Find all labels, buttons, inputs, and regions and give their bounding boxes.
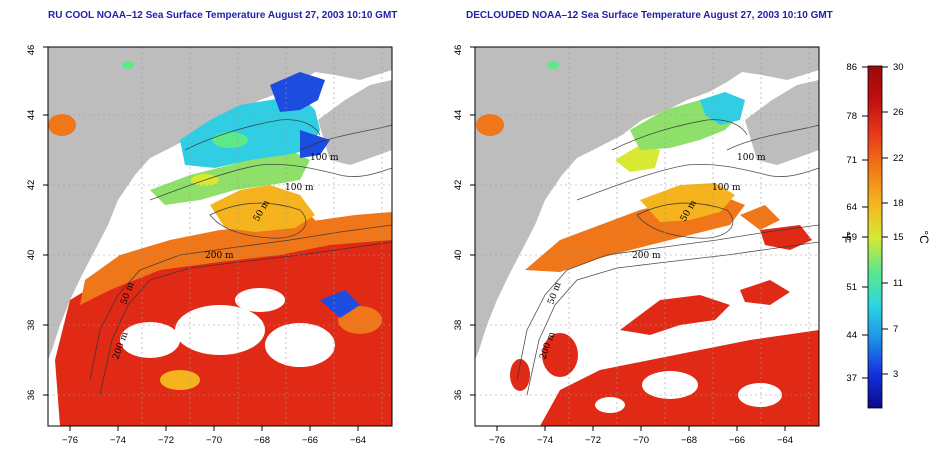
- lat-tick-label: 44: [453, 110, 464, 121]
- land-northwest: [475, 47, 819, 360]
- celsius-tick-label: 3: [893, 369, 898, 380]
- lat-tick-label: 46: [453, 45, 464, 56]
- contour-label: 100 m: [712, 183, 741, 193]
- celsius-tick-label: 30: [893, 62, 904, 73]
- lat-tick-label: 38: [453, 320, 464, 331]
- left-graticule: [48, 47, 392, 426]
- celsius-tick-label: 22: [893, 153, 904, 164]
- celsius-tick-label: 7: [893, 324, 898, 335]
- lat-tick-label: 42: [26, 180, 37, 191]
- contour-label: 100 m: [310, 153, 339, 163]
- sst-yellow-water: [210, 185, 315, 232]
- contour-label: 100 m: [737, 153, 766, 163]
- celsius-tick-label: 15: [893, 232, 904, 243]
- lat-tick-label: 36: [26, 390, 37, 401]
- lat-tick-label: 40: [26, 250, 37, 261]
- lon-tick-label: −70: [206, 435, 222, 446]
- lon-tick-label: −72: [585, 435, 601, 446]
- fahrenheit-tick-label: 37: [846, 373, 857, 384]
- sst-gulf-of-maine: [180, 95, 320, 168]
- lat-tick-label: 38: [26, 320, 37, 331]
- land-nova-scotia: [318, 80, 392, 165]
- lon-tick-label: −74: [537, 435, 553, 446]
- lat-tick-label: 44: [26, 110, 37, 121]
- left-map-title: RU COOL NOAA–12 Sea Surface Temperature …: [48, 10, 398, 21]
- lon-tick-label: −66: [302, 435, 318, 446]
- lon-tick-label: −64: [777, 435, 793, 446]
- left-sst-map: 100 m 100 m 50 m 200 m 200 m 50 m −76 −7…: [26, 45, 393, 446]
- fahrenheit-tick-label: 64: [846, 202, 857, 213]
- lon-tick-label: −76: [489, 435, 505, 446]
- lat-tick-label: 46: [26, 45, 37, 56]
- colorbar-bar: [867, 65, 883, 409]
- fahrenheit-tick-label: 44: [846, 330, 857, 341]
- fahrenheit-tick-label: 86: [846, 62, 857, 73]
- fahrenheit-tick-label: 78: [846, 111, 857, 122]
- lat-tick-label: 42: [453, 180, 464, 191]
- celsius-tick-label: 26: [893, 107, 904, 118]
- lon-tick-label: −66: [729, 435, 745, 446]
- land-northwest: [48, 47, 392, 360]
- lon-tick-label: −64: [350, 435, 366, 446]
- right-map-title: DECLOUDED NOAA–12 Sea Surface Temperatur…: [466, 10, 833, 21]
- celsius-unit-label: °C: [917, 230, 931, 244]
- right-graticule: [475, 47, 819, 426]
- right-sst-map: 100 m 100 m 50 m 200 m 200 m 50 m −76 −7…: [453, 45, 820, 446]
- sst-yellow-water: [640, 183, 735, 222]
- contour-label: 100 m: [285, 183, 314, 193]
- lon-tick-label: −72: [158, 435, 174, 446]
- land-nova-scotia: [745, 80, 819, 165]
- contour-label: 200 m: [205, 251, 234, 261]
- fahrenheit-tick-label: 59: [846, 232, 857, 243]
- temperature-colorbar: 86 78 71 64 59 51 44 37 30 26 22 18 15 1…: [839, 62, 931, 409]
- lon-tick-label: −68: [254, 435, 270, 446]
- lon-tick-label: −70: [633, 435, 649, 446]
- lat-tick-label: 40: [453, 250, 464, 261]
- lon-tick-label: −76: [62, 435, 78, 446]
- celsius-tick-label: 18: [893, 198, 904, 209]
- fahrenheit-unit-label: °F: [839, 231, 853, 243]
- celsius-tick-label: 11: [893, 278, 903, 289]
- contour-label: 200 m: [632, 251, 661, 261]
- lon-tick-label: −68: [681, 435, 697, 446]
- fahrenheit-tick-label: 51: [846, 282, 857, 293]
- sst-green-water: [150, 150, 310, 205]
- sst-cold-water: [270, 72, 325, 112]
- sst-orange-water: [80, 212, 392, 305]
- lat-tick-label: 36: [453, 390, 464, 401]
- lon-tick-label: −74: [110, 435, 126, 446]
- sst-gulf-of-maine: [700, 92, 745, 125]
- fahrenheit-tick-label: 71: [846, 155, 857, 166]
